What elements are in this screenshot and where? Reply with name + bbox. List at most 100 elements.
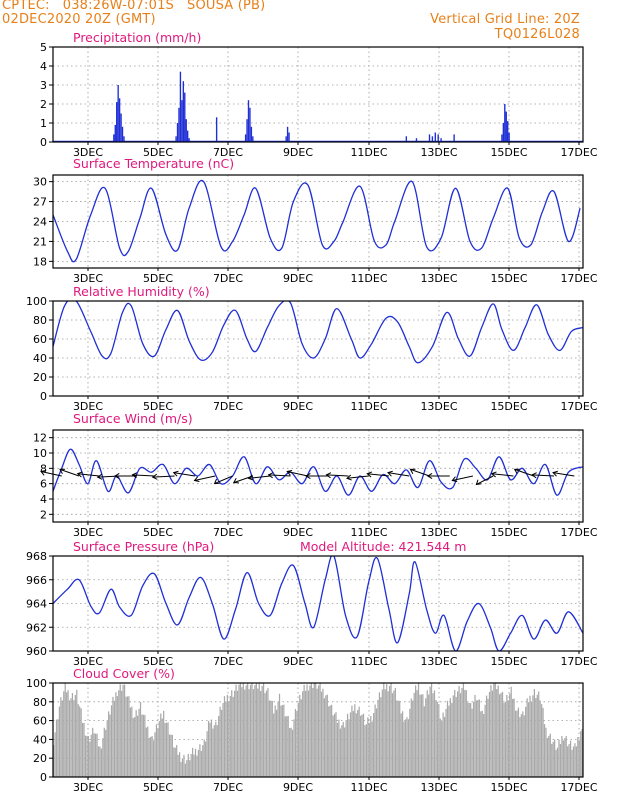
- cloud-bar: [572, 746, 575, 777]
- y-tick-label: 962: [26, 621, 47, 634]
- cloud-bar: [546, 737, 549, 777]
- cloud-bar: [161, 718, 163, 777]
- wind-arrow-shaft: [491, 473, 514, 477]
- cloud-bar: [358, 706, 360, 777]
- cloud-bar: [210, 719, 213, 777]
- cloud-bar: [415, 685, 417, 777]
- cloud-bar: [329, 705, 331, 777]
- cloud-bar: [391, 693, 394, 777]
- cloud-bar: [344, 727, 346, 777]
- cloud-bar: [76, 689, 78, 777]
- cloud-bar: [265, 690, 268, 777]
- cloud-bar: [388, 686, 391, 777]
- cloud-bar: [202, 745, 204, 777]
- cloud-bar: [484, 704, 486, 777]
- cloud-bar: [323, 698, 326, 777]
- cloud-bar: [241, 687, 243, 777]
- cloud-bar: [257, 688, 259, 777]
- cloud-bar: [510, 686, 512, 777]
- cloud-bar: [255, 683, 257, 777]
- cloud-bar: [393, 690, 395, 777]
- cloud-bar: [215, 721, 217, 777]
- x-tick-label: 7DEC: [213, 781, 243, 794]
- cloud-bar: [222, 703, 224, 777]
- cloud-bar: [197, 749, 200, 777]
- cloud-bar: [357, 709, 359, 777]
- cloud-bar: [580, 731, 582, 777]
- cloud-bar: [443, 716, 446, 777]
- cloud-bar: [57, 719, 59, 777]
- cloud-bar: [284, 716, 286, 777]
- cloud-bar: [58, 706, 61, 777]
- y-tick-label: 4: [40, 60, 47, 73]
- panel-frame: [52, 46, 584, 143]
- precip-bar: [118, 98, 121, 142]
- cloud-bar: [97, 746, 100, 777]
- cloud-bar: [562, 740, 564, 777]
- cloud-bar: [339, 728, 341, 777]
- cloud-bar: [242, 683, 244, 777]
- cloud-bar: [248, 689, 250, 777]
- cloud-bar: [417, 683, 420, 777]
- cloud-bar: [555, 749, 557, 777]
- y-tick-label: 80: [33, 314, 47, 327]
- wind-arrow-shaft: [476, 475, 494, 485]
- precip-bar: [250, 126, 253, 142]
- cloud-bar: [212, 728, 214, 777]
- wind-arrow-shaft: [132, 474, 155, 477]
- cloud-bar: [258, 683, 260, 777]
- cloud-bar: [480, 711, 482, 777]
- cloud-bar: [251, 683, 253, 777]
- cloud-bar: [354, 704, 356, 777]
- cloud-bar: [542, 707, 544, 777]
- cloud-bar: [522, 711, 524, 777]
- cloud-bar: [287, 715, 289, 777]
- y-tick-label: 60: [33, 715, 47, 728]
- cloud-bar: [499, 694, 501, 777]
- wind-arrow-shaft: [452, 475, 474, 482]
- y-tick-label: 100: [26, 677, 47, 690]
- cloud-bar: [375, 708, 378, 777]
- cloud-bar: [132, 718, 134, 777]
- cloud-bar: [200, 750, 202, 777]
- precip-bar: [121, 126, 124, 142]
- cloud-bar: [167, 722, 169, 777]
- cloud-bar: [319, 683, 321, 777]
- cloud-bar: [274, 705, 276, 777]
- cloud-bar: [84, 735, 87, 777]
- cloud-bar: [261, 686, 263, 777]
- wind-arrow-shaft: [532, 474, 555, 477]
- wind-arrow-head: [346, 474, 352, 481]
- cloud-bar: [213, 725, 215, 777]
- cloud-bar: [252, 689, 255, 777]
- cloud-bar: [64, 683, 66, 777]
- precip-bar: [244, 134, 247, 142]
- precip-bar: [114, 124, 116, 142]
- cloud-bar: [523, 715, 525, 777]
- cloud-bar: [281, 705, 284, 777]
- cloud-bar: [66, 692, 68, 777]
- cloud-bar: [226, 694, 229, 777]
- cloud-bar: [144, 714, 146, 777]
- cloud-bar: [517, 707, 520, 777]
- cloud-bar: [71, 693, 74, 777]
- cloud-bar: [581, 728, 583, 777]
- y-tick-label: 24: [33, 216, 47, 229]
- header-vertical-grid: Vertical Grid Line: 20Z: [430, 12, 580, 27]
- precip-bar: [508, 132, 510, 142]
- cloud-bar: [271, 700, 273, 777]
- cloud-bar: [401, 711, 404, 777]
- x-tick-label: 5DEC: [143, 526, 173, 539]
- x-tick-label: 15DEC: [490, 526, 527, 539]
- panel-annotation: Model Altitude: 421.544 m: [300, 539, 466, 554]
- cloud-bar: [519, 717, 521, 777]
- cloud-bar: [148, 737, 150, 777]
- x-tick-label: 11DEC: [350, 146, 387, 159]
- cloud-bar: [459, 693, 462, 777]
- cloud-bar: [514, 710, 517, 777]
- precip-bar: [178, 107, 180, 142]
- cloud-bar: [532, 695, 534, 777]
- precip-bar: [113, 134, 115, 142]
- cloud-bar: [575, 746, 577, 777]
- cloud-bar: [54, 732, 56, 777]
